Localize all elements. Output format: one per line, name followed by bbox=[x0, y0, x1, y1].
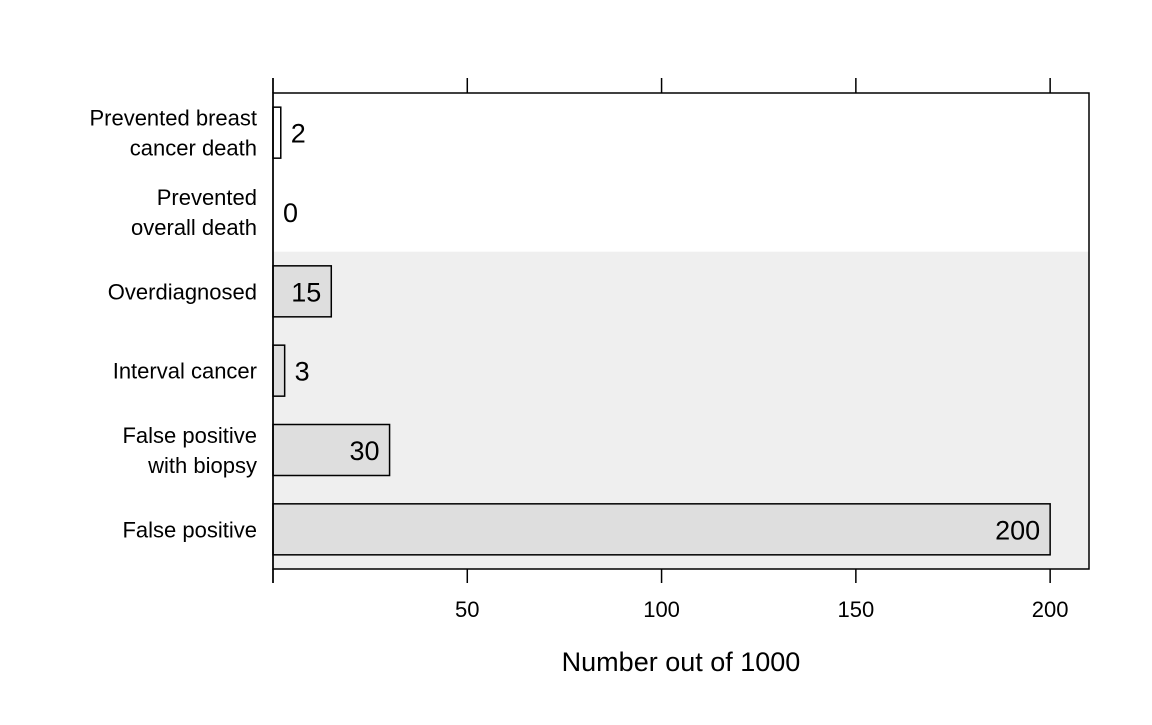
data-label: 30 bbox=[350, 436, 380, 466]
bar bbox=[272, 423, 391, 477]
category-label: Overdiagnosed bbox=[108, 279, 257, 304]
data-label: 2 bbox=[291, 119, 306, 149]
data-label: 15 bbox=[291, 277, 321, 307]
bar bbox=[272, 503, 1051, 556]
x-tick-label: 100 bbox=[643, 597, 680, 622]
category-label: Prevented breast cancer death bbox=[89, 106, 257, 161]
category-label: Prevented overall death bbox=[131, 185, 257, 240]
bar bbox=[272, 265, 333, 318]
category-label: Interval cancer bbox=[113, 359, 257, 384]
x-axis-label: Number out of 1000 bbox=[562, 647, 801, 677]
data-label: 0 bbox=[283, 198, 298, 228]
category-label: False positive with biopsy bbox=[122, 423, 257, 478]
category-label: False positive bbox=[122, 517, 257, 542]
data-label: 3 bbox=[295, 357, 310, 387]
bar bbox=[272, 344, 286, 397]
bar bbox=[272, 106, 282, 159]
x-tick-label: 150 bbox=[837, 597, 874, 622]
x-tick-label: 50 bbox=[455, 597, 479, 622]
x-tick-label: 200 bbox=[1032, 597, 1069, 622]
data-label: 200 bbox=[995, 515, 1040, 545]
